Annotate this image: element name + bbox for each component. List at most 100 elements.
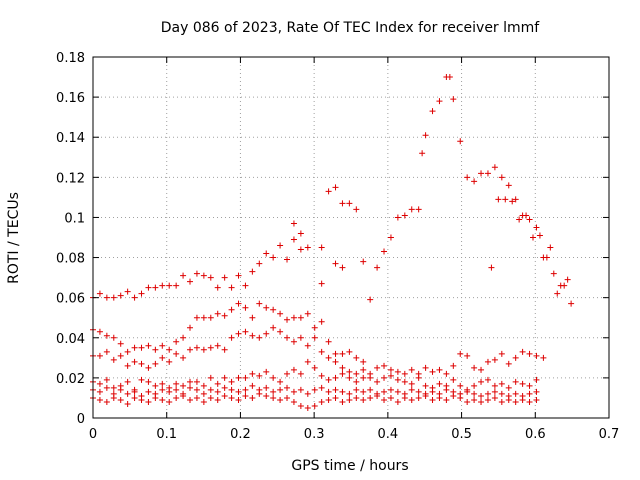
data-point: [263, 304, 270, 311]
data-point: [304, 342, 311, 349]
data-point: [394, 388, 401, 395]
chart-title: Day 086 of 2023, Rate Of TEC Index for r…: [161, 20, 541, 36]
data-point: [235, 330, 242, 337]
data-point: [152, 382, 159, 389]
data-point: [270, 388, 277, 395]
data-point: [311, 324, 318, 331]
data-point: [152, 360, 159, 367]
data-point: [526, 350, 533, 357]
data-point: [408, 366, 415, 373]
data-point: [117, 340, 124, 347]
y-tick-label: 0: [77, 412, 85, 427]
data-point: [187, 278, 194, 285]
data-point: [436, 366, 443, 373]
data-point: [228, 306, 235, 313]
data-point: [325, 388, 332, 395]
data-point: [159, 342, 166, 349]
data-point: [138, 290, 145, 297]
data-point: [374, 392, 381, 399]
data-point: [533, 352, 540, 359]
data-point: [353, 386, 360, 393]
data-point: [332, 350, 339, 357]
data-point: [221, 274, 228, 281]
data-point: [332, 260, 339, 267]
data-point: [339, 350, 346, 357]
data-point: [450, 392, 457, 399]
data-point: [249, 332, 256, 339]
data-point: [353, 378, 360, 385]
data-point: [263, 250, 270, 257]
data-point: [374, 378, 381, 385]
data-point: [498, 174, 505, 181]
data-point: [166, 358, 173, 365]
data-point: [374, 364, 381, 371]
data-point: [180, 334, 187, 341]
data-point: [152, 394, 159, 401]
data-point: [471, 390, 478, 397]
data-point: [498, 350, 505, 357]
data-point: [568, 300, 575, 307]
data-point: [360, 396, 367, 403]
data-point: [422, 364, 429, 371]
x-tick-label: 0.4: [378, 427, 399, 442]
data-point: [242, 282, 249, 289]
x-tick-label: 0.1: [156, 427, 177, 442]
data-point: [235, 272, 242, 279]
data-point: [464, 388, 471, 395]
data-point: [491, 394, 498, 401]
y-tick-label: 0.14: [56, 131, 85, 146]
data-point: [173, 350, 180, 357]
y-tick-label: 0.04: [56, 332, 85, 347]
x-axis-label: GPS time / hours: [291, 458, 408, 474]
data-point: [353, 354, 360, 361]
data-point: [325, 338, 332, 345]
series-sat-0.01: [90, 390, 540, 411]
data-point: [263, 384, 270, 391]
data-point: [332, 394, 339, 401]
data-point: [131, 294, 138, 301]
data-point: [228, 394, 235, 401]
data-point: [193, 378, 200, 385]
y-tick-label: 0.08: [56, 252, 85, 267]
data-point: [457, 382, 464, 389]
data-point: [96, 290, 103, 297]
data-point: [498, 380, 505, 387]
data-point: [498, 398, 505, 405]
data-point: [450, 96, 457, 103]
data-point: [491, 382, 498, 389]
data-point: [415, 206, 422, 213]
data-point: [408, 396, 415, 403]
data-point: [207, 386, 214, 393]
data-point: [103, 376, 110, 383]
data-point: [277, 328, 284, 335]
data-point: [367, 394, 374, 401]
data-point: [214, 310, 221, 317]
data-point: [304, 390, 311, 397]
data-point: [381, 388, 388, 395]
data-point: [339, 364, 346, 371]
data-point: [387, 386, 394, 393]
data-point: [270, 324, 277, 331]
data-point: [332, 184, 339, 191]
data-point: [117, 396, 124, 403]
data-point: [110, 384, 117, 391]
data-point: [173, 380, 180, 387]
data-point: [242, 392, 249, 399]
data-point: [346, 374, 353, 381]
data-point: [297, 402, 304, 409]
data-point: [478, 378, 485, 385]
data-point: [284, 256, 291, 263]
data-point: [235, 374, 242, 381]
data-point: [512, 354, 519, 361]
data-point: [297, 370, 304, 377]
data-point: [422, 382, 429, 389]
data-point: [131, 394, 138, 401]
data-point: [547, 244, 554, 251]
data-point: [284, 384, 291, 391]
data-point: [346, 348, 353, 355]
y-tick-label: 0.06: [56, 292, 85, 307]
data-point: [387, 234, 394, 241]
data-point: [436, 98, 443, 105]
data-point: [339, 264, 346, 271]
data-point: [110, 334, 117, 341]
